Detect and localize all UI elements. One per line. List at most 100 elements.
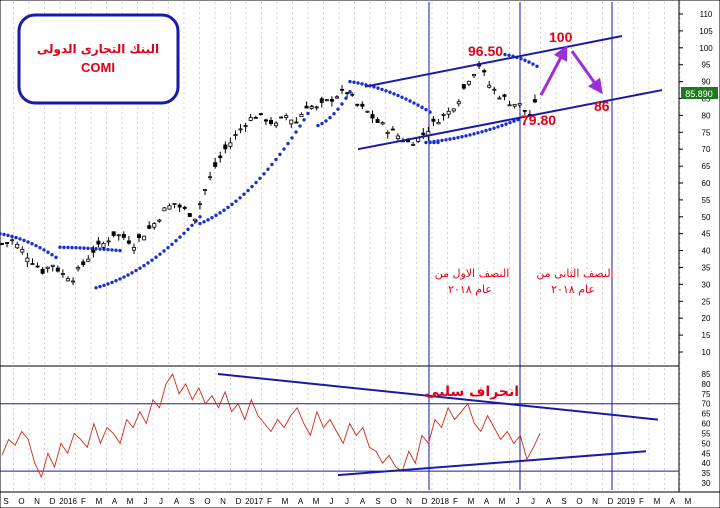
sar-dot	[26, 240, 30, 244]
sar-dot	[480, 130, 484, 134]
candle-body	[345, 92, 350, 95]
candle-body	[380, 122, 385, 125]
candle-body	[522, 109, 527, 112]
title-ticker: COMI	[81, 60, 115, 75]
sar-dot	[344, 96, 348, 100]
candle-body	[436, 121, 441, 125]
candle-body	[446, 110, 451, 115]
sar-dot	[130, 271, 134, 275]
rsi-series	[0, 372, 679, 479]
candle-body	[111, 231, 116, 236]
candle-body	[137, 234, 142, 238]
price-tick-label: 80	[702, 111, 711, 120]
x-tick-label: M	[468, 497, 475, 506]
x-tick-label: J	[144, 497, 148, 506]
candle-body	[142, 235, 147, 241]
candle-body	[360, 103, 365, 107]
sar-dot	[198, 221, 202, 226]
sar-dot	[266, 167, 270, 171]
sar-dot	[230, 202, 234, 207]
sar-dot	[218, 211, 222, 215]
sar-dot	[58, 245, 62, 249]
sar-dot	[488, 127, 492, 132]
x-tick-label: S	[189, 497, 194, 506]
candle-body	[370, 114, 375, 119]
price-tick-label: 35	[702, 264, 711, 273]
sar-dot	[408, 99, 412, 103]
candle-body	[55, 267, 60, 272]
sar-dot	[242, 192, 246, 196]
sar-dot	[178, 235, 182, 239]
sar-dot	[118, 277, 122, 281]
sar-dot	[166, 246, 170, 250]
x-tick-label: F	[639, 497, 644, 506]
sar-dot	[46, 250, 50, 254]
candle-body	[466, 80, 471, 85]
rsi-tick-label: 35	[702, 469, 711, 478]
candle-body	[441, 114, 446, 116]
candle-body	[314, 106, 319, 109]
candle-body	[340, 88, 345, 91]
sar-dot	[174, 239, 178, 243]
candle-body	[502, 94, 507, 97]
sar-dot	[512, 119, 516, 123]
sar-dot	[508, 120, 512, 125]
candle-body	[223, 144, 228, 150]
candle-body	[319, 98, 324, 103]
candle-body	[309, 106, 314, 109]
x-tick-label: S	[375, 497, 380, 506]
sar-dot	[380, 87, 384, 92]
price-tick-label: 55	[702, 196, 711, 205]
x-tick-label: J	[516, 497, 520, 506]
last-price-label: 85.890	[685, 89, 713, 99]
sar-dot	[42, 248, 46, 252]
candle-body	[532, 99, 537, 103]
sar-dot	[34, 243, 38, 248]
sar-dot	[2, 232, 6, 237]
candle-body	[517, 103, 522, 106]
sar-dot	[504, 122, 508, 126]
rsi-upper-trend	[217, 373, 659, 421]
candle-body	[284, 115, 289, 118]
sar-dot	[274, 157, 278, 162]
sar-dot	[420, 105, 424, 110]
sar-dot	[206, 218, 210, 222]
sar-dot	[286, 141, 290, 146]
sar-dot	[302, 118, 306, 122]
candle-body	[411, 144, 416, 146]
rsi-tick-label: 50	[702, 439, 711, 448]
title-arabic: البنك التجارى الدولى	[37, 42, 159, 57]
x-tick-label: J	[531, 497, 535, 506]
sar-dot	[110, 280, 114, 285]
sar-dot	[384, 89, 388, 93]
sar-dot	[226, 205, 230, 210]
sar-dot	[270, 162, 274, 167]
rsi-panel	[0, 365, 680, 493]
candle-body	[187, 213, 192, 217]
sar-dot	[22, 238, 26, 243]
candle-body	[258, 113, 263, 115]
sar-dot	[210, 215, 214, 220]
x-tick-label: O	[576, 497, 582, 506]
candle-body	[274, 122, 279, 127]
sar-dot	[86, 246, 90, 250]
candle-body	[192, 218, 197, 222]
candle-body	[472, 73, 477, 77]
sar-dot	[254, 180, 258, 185]
candle-body	[167, 205, 172, 210]
candlestick-series	[0, 61, 537, 286]
sar-dot	[114, 279, 118, 283]
rsi-tick-label: 65	[702, 410, 711, 419]
sar-dot	[523, 58, 527, 62]
label-h2-line2: عام ٢٠١٨	[551, 283, 595, 296]
candle-body	[233, 134, 238, 136]
candle-body	[15, 243, 20, 249]
sar-dot	[0, 232, 2, 236]
candle-body	[355, 103, 360, 106]
sar-dot	[412, 101, 416, 105]
candle-body	[20, 248, 25, 253]
candle-body	[208, 176, 213, 179]
candle-body	[228, 142, 233, 147]
candle-body	[101, 243, 106, 248]
sar-dot	[50, 253, 54, 257]
